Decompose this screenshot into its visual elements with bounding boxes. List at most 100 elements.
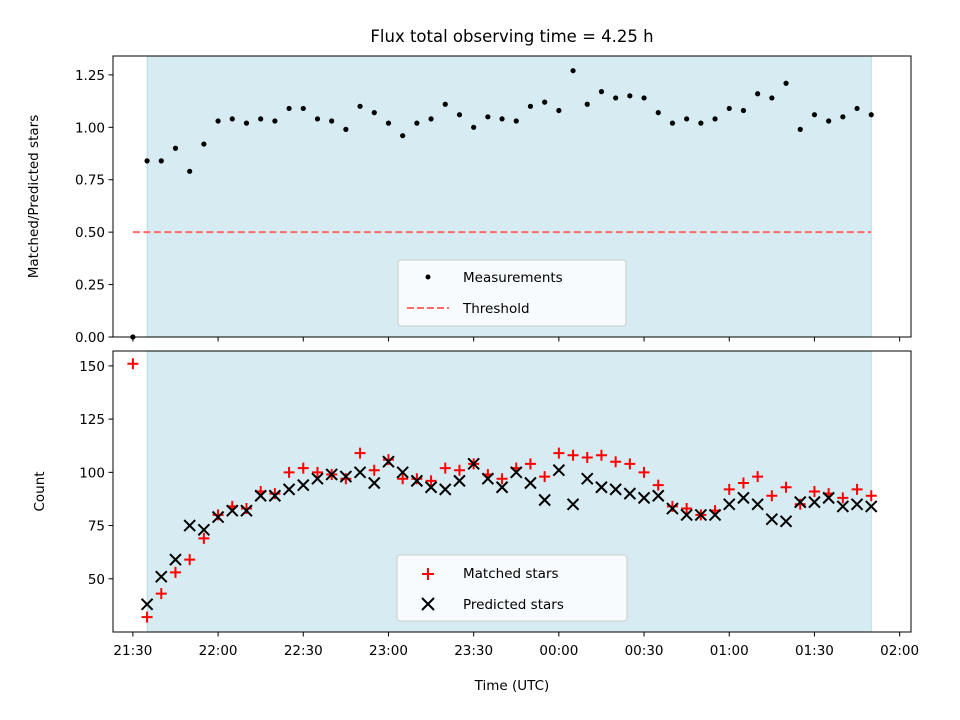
measurement-point [740, 107, 747, 114]
matched-star-point [638, 466, 650, 478]
matched-star-point [624, 458, 636, 470]
measurement-point [144, 158, 150, 164]
matched-star-point [453, 464, 465, 476]
bottom-y-ticks: 50 75 100 125 150 [79, 359, 113, 588]
matched-star-point [837, 492, 849, 504]
matched-star-point [169, 566, 181, 578]
top-y-tick-label: 1.00 [75, 120, 105, 136]
x-tick-label: 00:30 [625, 643, 664, 659]
measurement-point [158, 158, 164, 164]
x-tick-label: 00:00 [539, 643, 578, 659]
predicted-star-point [680, 508, 693, 522]
predicted-star-point [808, 495, 821, 509]
predicted-star-point [169, 553, 182, 566]
matched-star-point [141, 611, 153, 623]
predicted-star-point [268, 489, 282, 502]
matched-star-point [382, 454, 394, 466]
measurement-point [613, 95, 619, 101]
matched-star-point [297, 462, 309, 474]
top-legend-box [397, 259, 627, 327]
measurement-point [726, 105, 732, 112]
matched-star-point [127, 358, 139, 370]
predicted-star-point [510, 466, 523, 479]
matched-star-point [766, 490, 778, 502]
measurement-point [684, 116, 690, 122]
predicted-star-point [240, 504, 253, 517]
measurement-point [826, 118, 832, 124]
matched-star-point [737, 477, 749, 489]
legend-threshold: Threshold [462, 301, 530, 317]
x-tick-label: 22:00 [199, 643, 238, 659]
measurement-point [414, 120, 420, 126]
predicted-star-point [723, 498, 736, 511]
legend-predicted: Predicted stars [463, 597, 564, 613]
predicted-star-point [694, 508, 708, 522]
predicted-star-point [737, 491, 750, 505]
top-y-tick-label: 0.50 [75, 225, 105, 241]
bottom-legend-box [396, 554, 628, 622]
predicted-star-point [311, 472, 324, 485]
top-panel: Flux total observing time = 4.25 h 0.000… [26, 27, 912, 346]
predicted-star-point [794, 495, 807, 509]
matched-star-point [269, 488, 281, 500]
x-tick-label: 22:30 [284, 643, 323, 659]
measurement-point [698, 120, 704, 126]
measurement-point [300, 105, 306, 112]
matched-star-point [808, 486, 820, 497]
predicted-star-point [481, 472, 495, 485]
predicted-star-point [211, 510, 225, 524]
bottom-y-tick-label: 100 [79, 465, 105, 481]
predicted-star-point [566, 498, 580, 511]
measurement-point [343, 126, 349, 132]
predicted-star-point [538, 493, 551, 507]
measurement-point [187, 168, 193, 174]
measurement-point [797, 126, 803, 132]
matched-star-point [723, 483, 735, 495]
matched-star-point [425, 475, 437, 487]
predicted-star-point [254, 489, 267, 502]
matched-star-point [851, 483, 863, 495]
matched-star-point [752, 471, 764, 483]
x-tick-label: 01:00 [710, 643, 749, 659]
predicted-star-point [424, 481, 438, 494]
predicted-star-point [637, 491, 651, 505]
bottom-panel: 50 75 100 125 150 21:30 22:00 22:30 23:00 23:30 0… [32, 350, 919, 694]
chart-title: Flux total observing time = 4.25 h [370, 27, 653, 46]
bottom-x-ticks: 21:30 22:00 22:30 23:00 23:30 00:00 00:30 01:00… [113, 632, 919, 659]
predicted-star-point [155, 570, 168, 583]
matched-star-point [780, 481, 792, 493]
legend-plus-marker [422, 568, 434, 580]
predicted-star-point [140, 598, 154, 611]
matched-star-point [198, 532, 210, 544]
measurement-point [627, 93, 633, 99]
matched-star-point [496, 473, 508, 485]
bottom-legend: Matched stars Predicted stars [396, 554, 628, 622]
predicted-star-point [822, 491, 835, 505]
predicted-star-point [197, 523, 211, 537]
measurement-point [243, 120, 250, 126]
predicted-star-point [581, 472, 594, 485]
predicted-star-point [751, 498, 764, 511]
predicted-star-point [524, 476, 537, 490]
predicted-star-point [382, 455, 395, 468]
predicted-star-point [183, 519, 196, 532]
predicted-star-point [779, 515, 793, 528]
matched-star-point [681, 503, 693, 515]
matched-star-point [368, 464, 380, 476]
matched-star-point [581, 451, 593, 463]
legend-dot-marker [425, 274, 431, 280]
predicted-star-point [836, 500, 850, 513]
predicted-star-point [282, 483, 296, 496]
measurement-point [215, 118, 221, 124]
measurement-point [769, 95, 775, 101]
top-legend: Measurements Threshold [397, 259, 627, 327]
top-axes-frame [112, 55, 912, 338]
predicted-star-point [666, 502, 679, 515]
bottom-axes-frame [112, 350, 912, 633]
matched-star-point [311, 466, 323, 478]
predicted-star-point [297, 478, 310, 492]
measurement-point [385, 120, 392, 126]
predicted-star-point [339, 470, 353, 483]
predicted-star-point [609, 483, 622, 496]
predicted-stars-series [140, 455, 878, 611]
